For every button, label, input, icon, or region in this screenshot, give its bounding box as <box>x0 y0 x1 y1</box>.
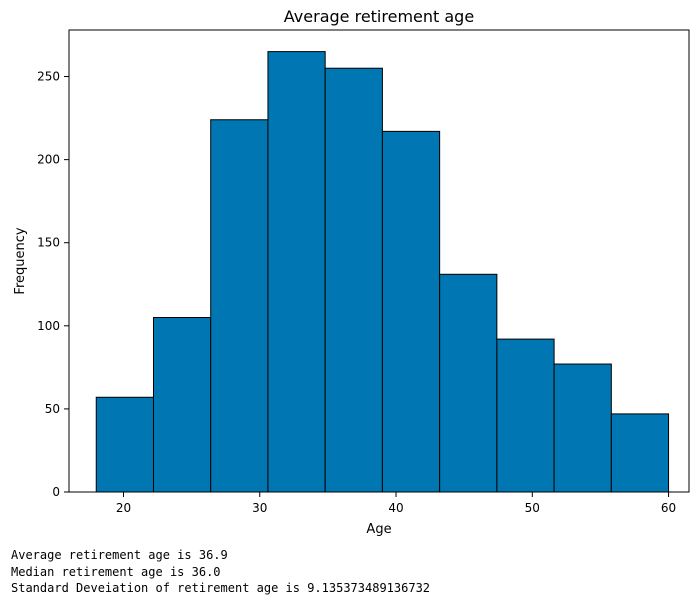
x-tick-label: 20 <box>116 501 131 515</box>
output-line-median: Median retirement age is 36.0 <box>11 564 221 579</box>
y-axis-ticks: 0 50 100 150 200 250 <box>37 70 69 499</box>
histogram-bar <box>610 413 670 493</box>
histogram-bar <box>324 67 383 493</box>
histogram-bars <box>95 51 670 493</box>
y-tick-label: 100 <box>37 319 60 333</box>
histogram-bar <box>496 338 555 493</box>
x-tick-label: 30 <box>252 501 267 515</box>
histogram-bar <box>439 273 498 493</box>
histogram-bar <box>553 363 612 493</box>
histogram-bar <box>267 51 326 493</box>
x-axis-label: Age <box>366 522 391 537</box>
x-tick-label: 50 <box>525 501 540 515</box>
x-tick-label: 60 <box>661 501 676 515</box>
y-tick-label: 250 <box>37 70 60 84</box>
console-output: Average retirement age is 36.9 Median re… <box>11 547 430 597</box>
histogram-bar <box>95 396 154 493</box>
x-axis-ticks: 20 30 40 50 60 <box>116 492 676 515</box>
histogram-bar <box>381 130 441 493</box>
output-line-average: Average retirement age is 36.9 <box>11 548 228 562</box>
x-tick-label: 40 <box>388 501 403 515</box>
plot-frame <box>68 29 690 493</box>
y-tick-label: 200 <box>37 153 60 167</box>
y-tick-label: 150 <box>37 236 60 250</box>
y-tick-label: 50 <box>45 402 60 416</box>
histogram-bar <box>210 119 269 493</box>
y-axis-label: Frequency <box>13 227 28 294</box>
y-tick-label: 0 <box>52 485 60 499</box>
chart-title: Average retirement age <box>284 7 474 26</box>
histogram-bar <box>152 317 212 493</box>
output-line-std-dev: Standard Deveiation of retirement age is… <box>11 581 431 595</box>
histogram-chart: Average retirement age 20 30 40 50 60 0 50 100… <box>13 7 690 537</box>
